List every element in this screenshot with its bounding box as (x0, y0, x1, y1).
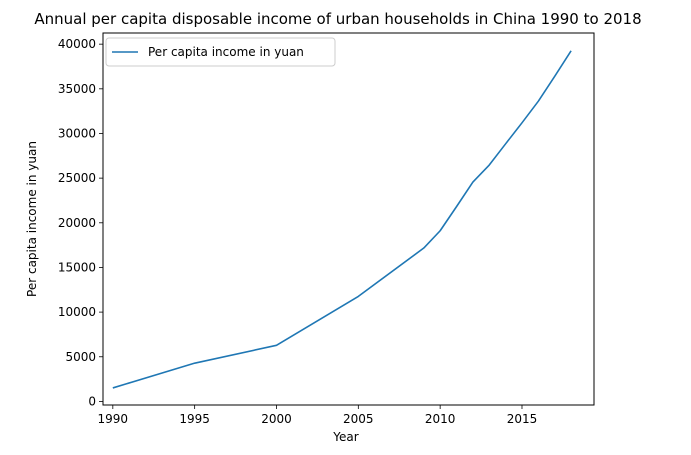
x-axis: 1990 1995 2000 2005 2010 2015 (98, 405, 538, 426)
y-tick-label: 20000 (58, 216, 96, 230)
y-axis-label: Per capita income in yuan (25, 141, 39, 297)
x-tick-label: 2005 (343, 412, 374, 426)
y-tick-label: 30000 (58, 126, 96, 140)
legend: Per capita income in yuan (105, 37, 336, 67)
y-tick-label: 40000 (58, 37, 96, 51)
plot-area (102, 32, 595, 406)
x-tick-label: 2015 (507, 412, 538, 426)
legend-label: Per capita income in yuan (148, 45, 304, 59)
series-line (112, 50, 572, 389)
y-tick-label: 35000 (58, 82, 96, 96)
x-tick-label: 1990 (98, 412, 129, 426)
chart-title: Annual per capita disposable income of u… (34, 10, 641, 28)
y-axis: 0 5000 10000 15000 20000 25000 30000 35000 40000 (58, 37, 103, 408)
y-tick-label: 0 (88, 394, 96, 408)
y-tick-label: 15000 (58, 260, 96, 274)
series-layer (112, 50, 572, 389)
x-tick-label: 2010 (425, 412, 456, 426)
y-tick-label: 25000 (58, 171, 96, 185)
x-tick-label: 2000 (261, 412, 292, 426)
y-tick-label: 5000 (65, 350, 96, 364)
x-axis-label: Year (332, 430, 358, 444)
legend-frame (105, 37, 336, 67)
y-tick-label: 10000 (58, 305, 96, 319)
x-tick-label: 1995 (179, 412, 210, 426)
